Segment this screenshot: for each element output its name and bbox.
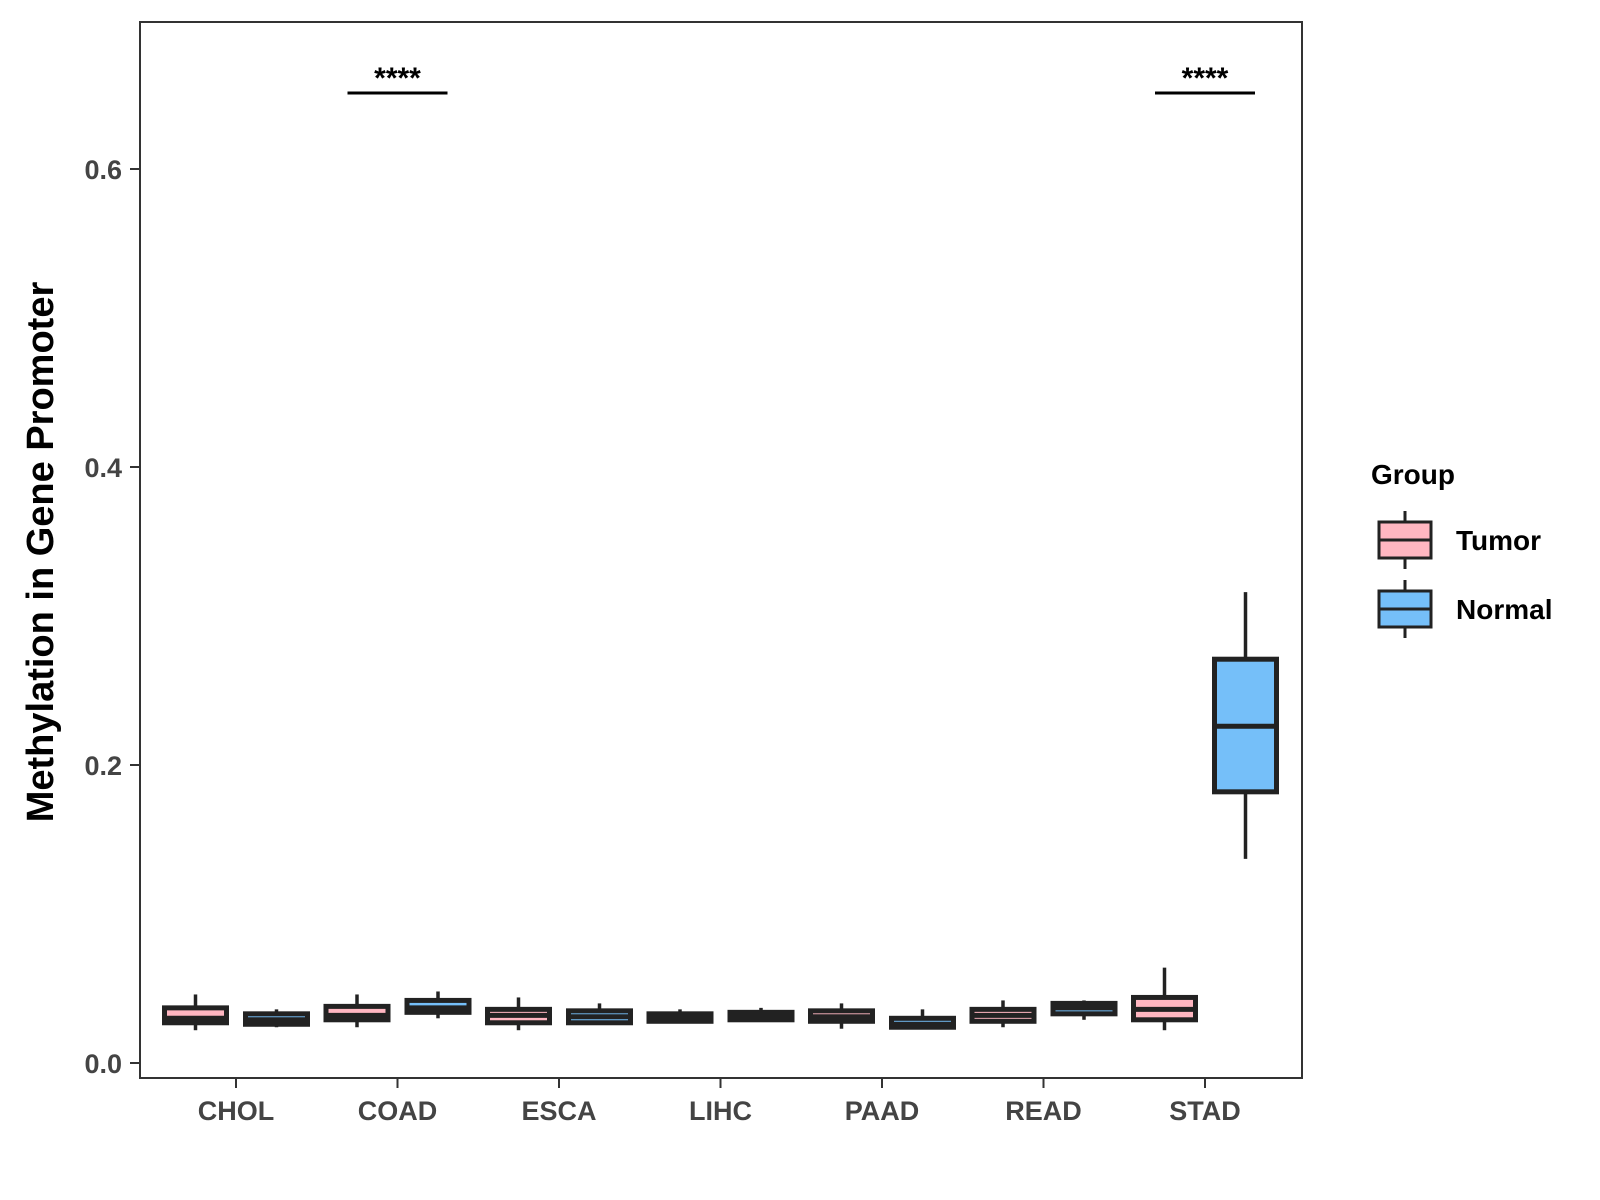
box-tumor-esca	[485, 997, 552, 1031]
y-tick-label: 0.2	[84, 751, 122, 781]
x-tick-label: PAAD	[845, 1096, 920, 1126]
y-axis-title: Methylation in Gene Promoter	[20, 282, 62, 823]
box-tumor-stad	[1131, 967, 1198, 1031]
box-normal-paad	[889, 1009, 956, 1030]
y-axis: 0.0 0.2 0.4 0.6	[84, 155, 140, 1079]
x-tick-label: CHOL	[198, 1096, 275, 1126]
x-tick-label: ESCA	[521, 1096, 596, 1126]
legend-key-tumor	[1377, 511, 1433, 569]
legend-title: Group	[1371, 459, 1455, 490]
box-tumor-paad	[808, 1003, 875, 1029]
box-normal-coad	[404, 991, 472, 1019]
box-normal-esca	[566, 1003, 633, 1026]
boxplots	[162, 592, 1279, 1031]
box-normal-lihc	[727, 1007, 795, 1023]
box-normal-chol	[243, 1009, 310, 1028]
legend: Group Tumor Normal	[1371, 459, 1552, 638]
y-tick-label: 0.0	[84, 1049, 122, 1079]
legend-key-normal	[1377, 580, 1433, 638]
significance-label: ****	[1182, 62, 1229, 95]
box-tumor-lihc	[646, 1009, 714, 1024]
x-axis: CHOL COAD ESCA LIHC PAAD READ STAD	[198, 1078, 1241, 1126]
box-tumor-read	[969, 1000, 1037, 1028]
plot-panel	[139, 21, 1303, 1079]
y-tick-label: 0.6	[84, 155, 122, 185]
legend-label: Tumor	[1456, 525, 1541, 556]
x-tick-label: COAD	[358, 1096, 438, 1126]
box-tumor-chol	[162, 994, 229, 1031]
x-tick-label: READ	[1005, 1096, 1082, 1126]
x-tick-label: LIHC	[689, 1096, 752, 1126]
significance-label: ****	[374, 62, 421, 95]
significance-annotations: **** ****	[347, 62, 1255, 95]
box-normal-read	[1050, 1000, 1118, 1020]
box-tumor-coad	[323, 994, 391, 1028]
y-tick-label: 0.4	[84, 453, 122, 483]
x-tick-label: STAD	[1169, 1096, 1241, 1126]
legend-label: Normal	[1456, 594, 1552, 625]
box-normal-stad	[1212, 592, 1279, 859]
